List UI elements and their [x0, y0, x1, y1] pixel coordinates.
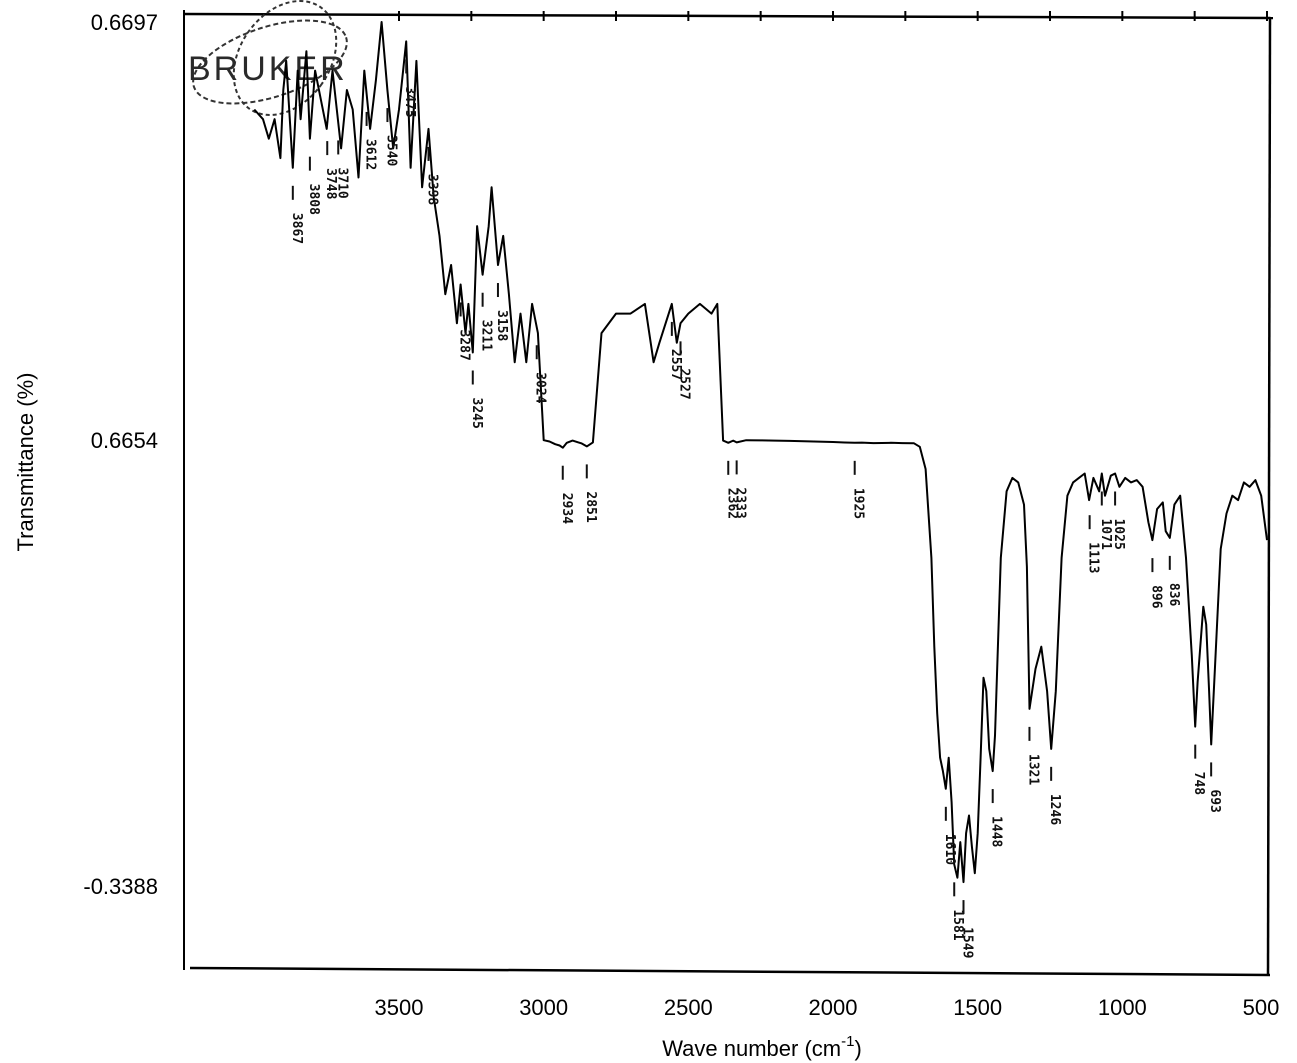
- peak-label: 2527: [677, 368, 692, 399]
- peak-label: 3748: [323, 168, 338, 199]
- peak-label: 3245: [469, 398, 484, 429]
- peak-label: 3211: [479, 320, 494, 351]
- peak-label: 2333: [733, 487, 748, 518]
- peak-label: 836: [1166, 583, 1181, 607]
- peak-label: 1925: [851, 488, 866, 519]
- x-axis-title-main: Wave number (cm: [662, 1036, 841, 1061]
- peak-label: 1549: [959, 927, 974, 958]
- peak-label: 3612: [363, 139, 378, 170]
- peak-label: 693: [1207, 789, 1222, 812]
- y-tick-label: -0.3388: [83, 874, 158, 899]
- x-tick-label: 3500: [375, 995, 424, 1020]
- x-tick-label: 3000: [519, 995, 568, 1020]
- peak-label: 1448: [989, 816, 1004, 847]
- y-axis-ticks: 0.6697 0.6654 -0.3388: [83, 10, 158, 899]
- plot-frame: [183, 10, 1274, 977]
- x-axis-title: Wave number (cm-1): [662, 1033, 862, 1061]
- peak-label: 3287: [457, 329, 472, 360]
- peak-label: 3540: [383, 135, 398, 166]
- y-tick-label: 0.6654: [91, 428, 158, 453]
- series-line: [253, 21, 1268, 884]
- peak-label: 1113: [1086, 542, 1101, 573]
- peak-label: 1610: [942, 834, 957, 865]
- x-axis-title-suffix: ): [854, 1036, 861, 1061]
- peak-label: 1246: [1047, 794, 1062, 825]
- y-tick-label: 0.6697: [91, 10, 158, 35]
- x-axis-ticks: 3500 3000 2500 2000 1500 1000 500: [375, 995, 1280, 1020]
- peak-label: 2934: [559, 493, 574, 524]
- x-tick-label: 2500: [664, 995, 713, 1020]
- logo-orbit-2: [232, 0, 338, 116]
- peak-label: 3710: [334, 167, 349, 198]
- x-tick-label: 1000: [1098, 995, 1147, 1020]
- peak-label: 3867: [289, 213, 304, 244]
- x-axis-title-superscript: -1: [841, 1033, 854, 1050]
- peak-label: 2557: [668, 349, 683, 380]
- y-axis-title: Transmittance (%): [13, 373, 38, 552]
- x-tick-label: 1500: [953, 995, 1002, 1020]
- peak-label: 3024: [533, 372, 548, 403]
- peak-label: 1025: [1111, 518, 1126, 549]
- peak-label: 896: [1148, 585, 1163, 609]
- peak-label: 748: [1191, 772, 1206, 796]
- frame-right: [1266, 17, 1272, 976]
- top-tick-marks: [398, 11, 1268, 21]
- peak-label: 3398: [425, 174, 440, 205]
- frame-bottom: [189, 966, 1271, 977]
- x-tick-label: 2000: [809, 995, 858, 1020]
- x-tick-label: 500: [1243, 995, 1280, 1020]
- peak-label: 3475: [402, 86, 417, 117]
- frame-top: [183, 12, 1274, 20]
- peak-label: 2362: [724, 488, 739, 519]
- peak-label: 3158: [494, 310, 509, 341]
- logo-text: BRUKER: [188, 50, 348, 88]
- logo-orbit-1: [192, 19, 348, 105]
- peak-label: 1581: [950, 909, 965, 940]
- bruker-logo: BRUKER: [188, 0, 348, 116]
- peak-label: 1071: [1098, 518, 1113, 549]
- peak-label: 3808: [306, 184, 321, 215]
- peak-label: 1321: [1025, 754, 1040, 785]
- peak-label: 2851: [583, 491, 598, 522]
